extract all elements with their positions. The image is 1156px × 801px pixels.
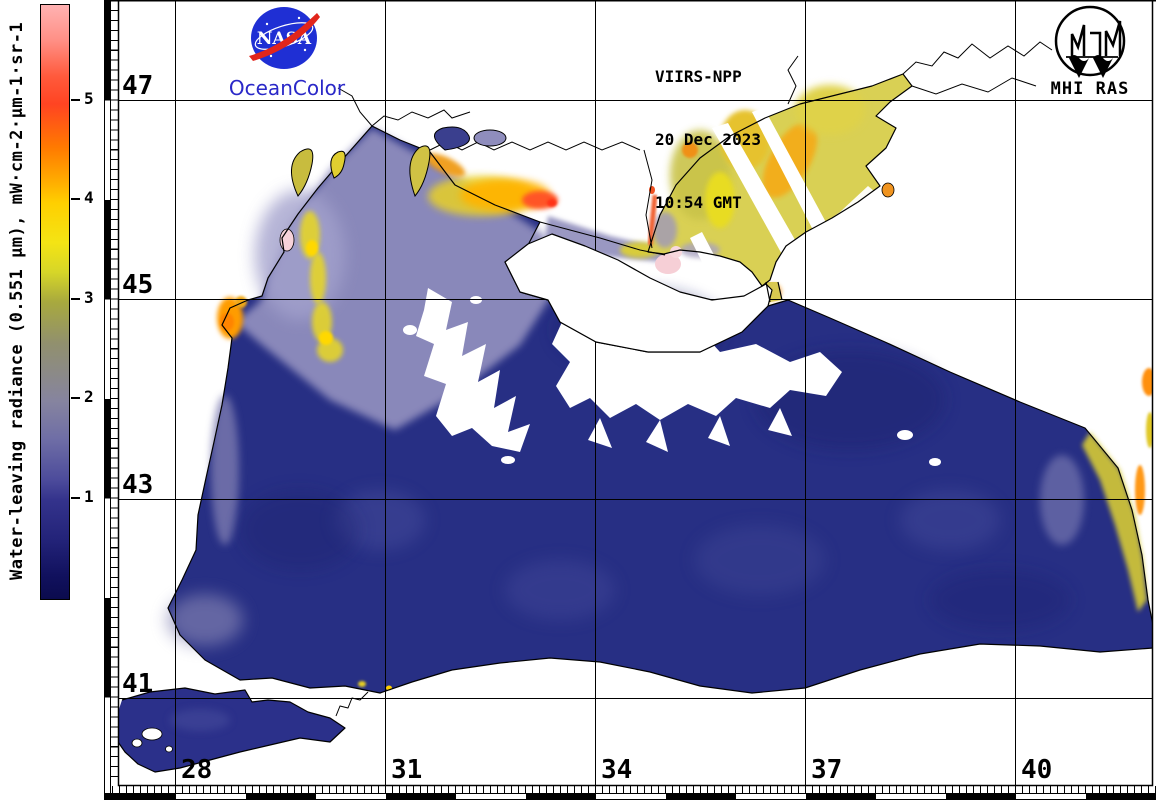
mhi-ras-label: MHI RAS bbox=[1050, 79, 1130, 99]
colorbar-gradient bbox=[40, 4, 70, 600]
lon-label-37: 37 bbox=[811, 755, 843, 785]
lat-label-41: 41 bbox=[122, 669, 154, 699]
lagoons bbox=[291, 126, 507, 197]
latitude-degree-bar bbox=[104, 0, 111, 800]
lon-label-31: 31 bbox=[391, 755, 423, 785]
colorbar-tick-label: 1 bbox=[84, 487, 94, 506]
lon-label-28: 28 bbox=[181, 755, 213, 785]
longitude-degree-bar bbox=[104, 793, 1156, 800]
satellite-name: VIIRS-NPP bbox=[655, 67, 742, 86]
lat-label-47: 47 bbox=[122, 71, 154, 101]
lat-label-43: 43 bbox=[122, 470, 154, 500]
colorbar-tick bbox=[71, 99, 80, 101]
lon-label-34: 34 bbox=[601, 755, 633, 785]
river-lines bbox=[337, 41, 1053, 249]
oceancolor-label: OceanColor bbox=[228, 76, 346, 100]
colorbar-tick bbox=[71, 298, 80, 300]
latitude-minor-ticks bbox=[111, 0, 118, 786]
lon-label-40: 40 bbox=[1021, 755, 1053, 785]
scene-date: 20 Dec 2023 bbox=[655, 130, 761, 149]
colorbar-tick bbox=[71, 497, 80, 499]
longitude-minor-ticks bbox=[111, 786, 1156, 793]
nasa-logo: NASA bbox=[249, 7, 320, 69]
scene-header: VIIRS-NPP 20 Dec 2023 10:54 GMT bbox=[655, 24, 761, 255]
colorbar-tick-label: 4 bbox=[84, 188, 94, 207]
marmara-sea-water bbox=[118, 688, 345, 772]
colorbar-tick-label: 5 bbox=[84, 89, 94, 108]
cloud-patch bbox=[416, 288, 530, 452]
lat-label-45: 45 bbox=[122, 270, 154, 300]
scene-time: 10:54 GMT bbox=[655, 193, 742, 212]
colorbar-tick-label: 3 bbox=[84, 288, 94, 307]
colorbar-tick bbox=[71, 397, 80, 399]
mhi-ras-logo bbox=[1054, 5, 1126, 78]
coastlines bbox=[118, 73, 1153, 773]
colorbar-tick bbox=[71, 198, 80, 200]
colorbar-tick-label: 2 bbox=[84, 387, 94, 406]
